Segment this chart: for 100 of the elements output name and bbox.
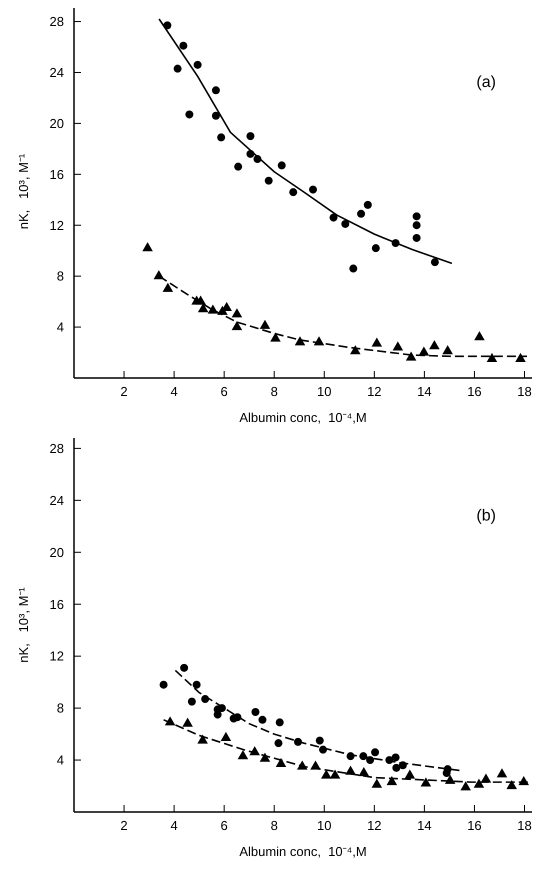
point — [330, 770, 340, 779]
x-tick-label: 18 — [517, 818, 532, 833]
x-tick-label: 2 — [120, 384, 128, 399]
point — [188, 698, 196, 706]
y-tick-label: 24 — [50, 492, 64, 508]
point — [442, 769, 451, 778]
point — [460, 781, 471, 790]
point — [412, 221, 421, 230]
point — [182, 718, 193, 727]
point — [294, 336, 306, 346]
point — [264, 176, 273, 185]
point — [330, 214, 338, 222]
point — [515, 352, 526, 362]
point — [358, 766, 370, 776]
y-tick-label: 20 — [50, 116, 64, 131]
point — [316, 736, 324, 745]
point — [260, 320, 270, 329]
y-tick-label: 16 — [50, 596, 64, 612]
point — [212, 86, 220, 94]
point — [238, 750, 248, 760]
y-tick-label: 16 — [50, 166, 64, 182]
point — [220, 732, 232, 742]
x-axis-title: Albumin conc, 10⁻⁴,M — [239, 410, 367, 425]
point — [246, 132, 254, 140]
point — [232, 308, 242, 318]
annotation: (a) — [476, 74, 496, 92]
x-tick-label: 16 — [467, 818, 482, 833]
point — [341, 220, 350, 228]
point — [179, 42, 188, 50]
point — [350, 345, 361, 354]
y-axis-title: nK, 10³, M⁻¹ — [16, 153, 31, 230]
point — [321, 770, 332, 779]
point — [486, 352, 498, 362]
point — [429, 340, 440, 350]
y-tick-label: 4 — [56, 320, 64, 335]
point — [258, 716, 266, 724]
point — [160, 680, 168, 689]
point — [430, 258, 439, 266]
y-tick-label: 28 — [50, 440, 64, 456]
x-tick-label: 2 — [120, 818, 128, 833]
point — [251, 708, 260, 716]
point — [366, 756, 374, 764]
x-tick-label: 18 — [517, 384, 532, 399]
point — [162, 282, 174, 292]
point — [357, 210, 366, 218]
point — [174, 64, 182, 73]
x-tick-label: 6 — [220, 384, 228, 399]
line-series — [158, 18, 453, 264]
point — [197, 734, 208, 744]
point — [412, 234, 421, 242]
point — [194, 60, 202, 69]
point — [420, 777, 432, 786]
point — [212, 112, 220, 120]
point — [270, 332, 281, 342]
point — [192, 680, 201, 689]
point — [278, 161, 286, 170]
point — [276, 718, 284, 726]
point — [232, 321, 242, 330]
point — [474, 331, 485, 340]
point — [404, 770, 416, 779]
y-tick-label: 12 — [50, 218, 64, 233]
x-tick-label: 8 — [270, 384, 278, 399]
x-axis-title: Albumin conc, 10⁻⁴,M — [239, 844, 367, 859]
y-tick-label: 12 — [50, 648, 64, 664]
point — [234, 162, 242, 171]
annotation: (b) — [476, 507, 496, 524]
x-tick-label: 6 — [220, 818, 228, 833]
point — [180, 664, 188, 672]
point — [496, 768, 508, 778]
x-tick-label: 4 — [170, 818, 178, 833]
point — [276, 758, 286, 767]
point — [260, 752, 270, 762]
point — [506, 780, 517, 790]
point — [372, 244, 380, 252]
point — [142, 242, 153, 252]
point — [289, 188, 298, 196]
point — [198, 303, 208, 312]
y-tick-label: 20 — [50, 544, 64, 560]
x-tick-label: 8 — [270, 818, 278, 833]
point — [392, 341, 404, 350]
y-tick-label: 8 — [56, 268, 64, 284]
point — [217, 133, 226, 142]
x-tick-label: 16 — [467, 384, 482, 399]
x-tick-label: 4 — [170, 384, 178, 399]
x-tick-label: 10 — [317, 818, 332, 833]
point — [372, 338, 382, 347]
x-tick-label: 12 — [367, 384, 382, 399]
point — [185, 110, 194, 118]
point — [349, 264, 358, 272]
point — [372, 778, 382, 788]
point — [474, 778, 484, 788]
y-axis-title: nK, 10³, M⁻¹ — [16, 586, 31, 663]
point — [412, 212, 421, 220]
point — [274, 739, 282, 748]
x-tick-label: 12 — [367, 818, 382, 833]
point — [392, 764, 400, 772]
point — [364, 200, 372, 209]
point — [392, 753, 400, 762]
point — [444, 774, 456, 784]
x-tick-label: 10 — [317, 384, 332, 399]
